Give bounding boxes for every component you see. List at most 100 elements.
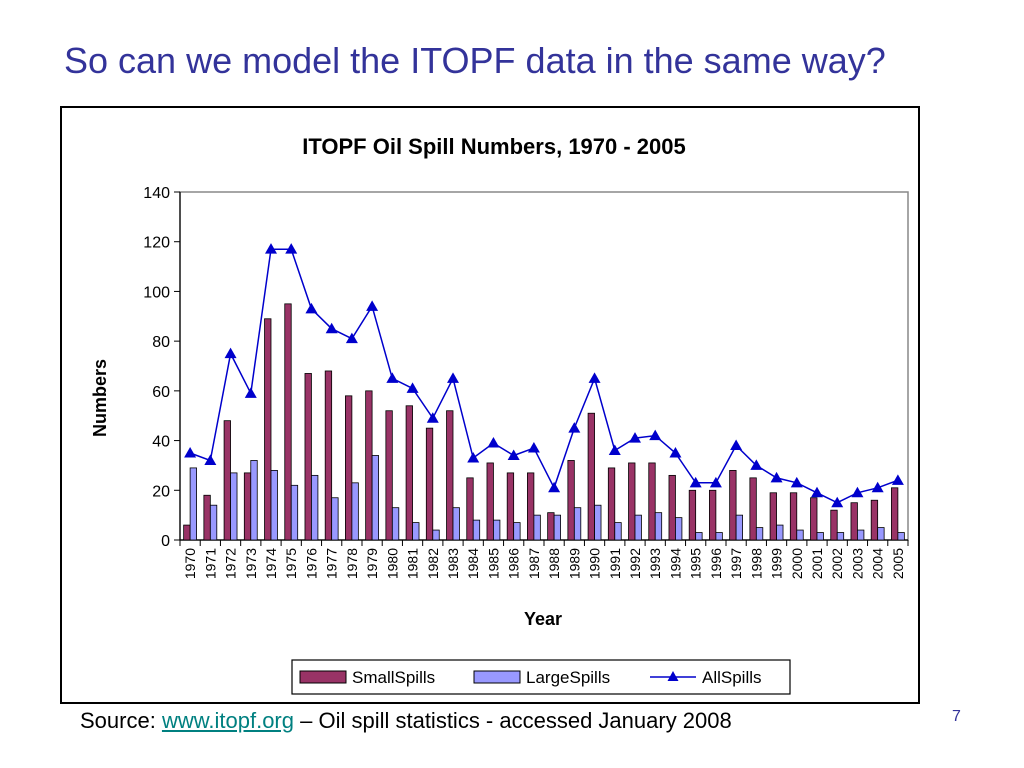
legend-marker-all-spills <box>667 671 679 681</box>
marker-all-spills <box>851 486 864 498</box>
bar-large-spills <box>695 532 703 541</box>
x-tick-label: 1977 <box>324 548 340 579</box>
x-tick-label: 2003 <box>849 548 865 579</box>
bar-large-spills <box>230 472 238 541</box>
x-tick-label: 1982 <box>425 548 441 579</box>
source-link[interactable]: www.itopf.org <box>161 708 294 733</box>
bar-large-spills <box>452 507 460 541</box>
bar-small-spills <box>466 477 474 541</box>
x-tick-label: 1984 <box>465 548 481 579</box>
bar-small-spills <box>587 412 595 541</box>
marker-all-spills <box>406 382 419 393</box>
legend: SmallSpills LargeSpills AllSpills <box>291 659 791 695</box>
y-tick-label: 40 <box>152 434 170 451</box>
marker-all-spills <box>629 432 641 443</box>
x-tick-label: 2004 <box>870 548 886 579</box>
y-tick-label: 100 <box>143 284 170 301</box>
chart-title: ITOPF Oil Spill Numbers, 1970 - 2005 <box>302 134 686 159</box>
bar-large-spills <box>391 507 400 541</box>
marker-all-spills <box>487 437 500 448</box>
bar-small-spills <box>425 427 434 541</box>
marker-all-spills <box>386 372 399 383</box>
bar-large-spills <box>553 514 561 541</box>
bar-small-spills <box>789 492 798 541</box>
bar-small-spills <box>668 474 676 541</box>
legend-swatch-small-spills <box>299 670 347 684</box>
bar-small-spills <box>891 487 899 541</box>
marker-all-spills <box>649 429 662 441</box>
bar-small-spills <box>810 497 818 541</box>
x-axis-label: Year <box>524 609 562 629</box>
bar-large-spills <box>270 469 278 541</box>
marker-all-spills <box>750 459 763 470</box>
bar-large-spills <box>331 497 339 541</box>
source-prefix: Source: <box>80 708 162 733</box>
marker-all-spills <box>325 322 338 334</box>
marker-all-spills <box>265 243 277 254</box>
x-tick-label: 1976 <box>303 548 319 579</box>
bar-large-spills <box>675 517 683 541</box>
x-tick-label: 1989 <box>566 548 582 579</box>
x-tick-label: 1974 <box>263 548 279 579</box>
bar-large-spills <box>715 532 723 541</box>
x-tick-label: 2005 <box>890 548 906 579</box>
x-tick-label: 1997 <box>728 548 744 579</box>
legend-label-large-spills: LargeSpills <box>526 668 610 687</box>
bar-large-spills <box>654 512 663 541</box>
marker-all-spills <box>811 486 823 498</box>
source-suffix: – Oil spill statistics - accessed Januar… <box>294 708 732 733</box>
marker-all-spills <box>447 372 459 383</box>
bar-small-spills <box>709 489 717 541</box>
y-tick-label: 80 <box>152 334 170 351</box>
bar-large-spills <box>573 507 582 541</box>
bar-large-spills <box>857 529 865 541</box>
bar-large-spills <box>290 484 299 541</box>
bar-large-spills <box>776 524 784 541</box>
bar-large-spills <box>351 482 359 541</box>
bar-small-spills <box>345 395 353 541</box>
marker-all-spills <box>527 442 540 453</box>
bar-small-spills <box>607 467 616 541</box>
bar-small-spills <box>648 462 656 541</box>
marker-all-spills <box>224 347 237 359</box>
marker-all-spills <box>507 449 520 460</box>
bar-large-spills <box>533 514 541 541</box>
marker-all-spills <box>608 444 621 456</box>
bar-small-spills <box>486 462 494 541</box>
x-tick-label: 1991 <box>607 548 623 579</box>
bar-small-spills <box>527 472 535 541</box>
bar-small-spills <box>628 462 636 541</box>
y-tick-label: 140 <box>143 185 170 202</box>
marker-all-spills <box>891 474 904 485</box>
bar-small-spills <box>183 524 191 541</box>
bar-small-spills <box>830 509 838 541</box>
x-tick-label: 1983 <box>445 548 461 579</box>
bar-small-spills <box>223 420 231 541</box>
bar-large-spills <box>311 474 319 541</box>
marker-all-spills <box>204 454 217 465</box>
bar-small-spills <box>729 469 737 541</box>
x-tick-label: 1978 <box>344 548 360 579</box>
x-tick-label: 1999 <box>769 548 785 579</box>
bar-large-spills <box>755 527 764 541</box>
bar-large-spills <box>897 532 905 541</box>
bar-large-spills <box>614 522 622 541</box>
marker-all-spills <box>548 481 561 493</box>
bar-small-spills <box>304 373 312 541</box>
bar-large-spills <box>594 504 602 541</box>
marker-all-spills <box>184 447 197 458</box>
x-tick-label: 2000 <box>789 548 805 579</box>
x-tick-label: 1987 <box>526 548 542 579</box>
x-tick-label: 1986 <box>506 548 522 579</box>
marker-all-spills <box>790 476 803 488</box>
bar-large-spills <box>634 514 642 541</box>
legend-label-all-spills: AllSpills <box>702 668 762 687</box>
marker-all-spills <box>568 422 581 433</box>
x-tick-label: 1972 <box>223 548 239 579</box>
x-tick-label: 1990 <box>587 548 603 579</box>
x-tick-label: 1979 <box>364 548 380 579</box>
marker-all-spills <box>305 302 318 314</box>
bar-large-spills <box>250 460 258 541</box>
y-tick-label: 60 <box>152 384 170 401</box>
source-line: Source: www.itopf.org – Oil spill statis… <box>80 708 732 734</box>
